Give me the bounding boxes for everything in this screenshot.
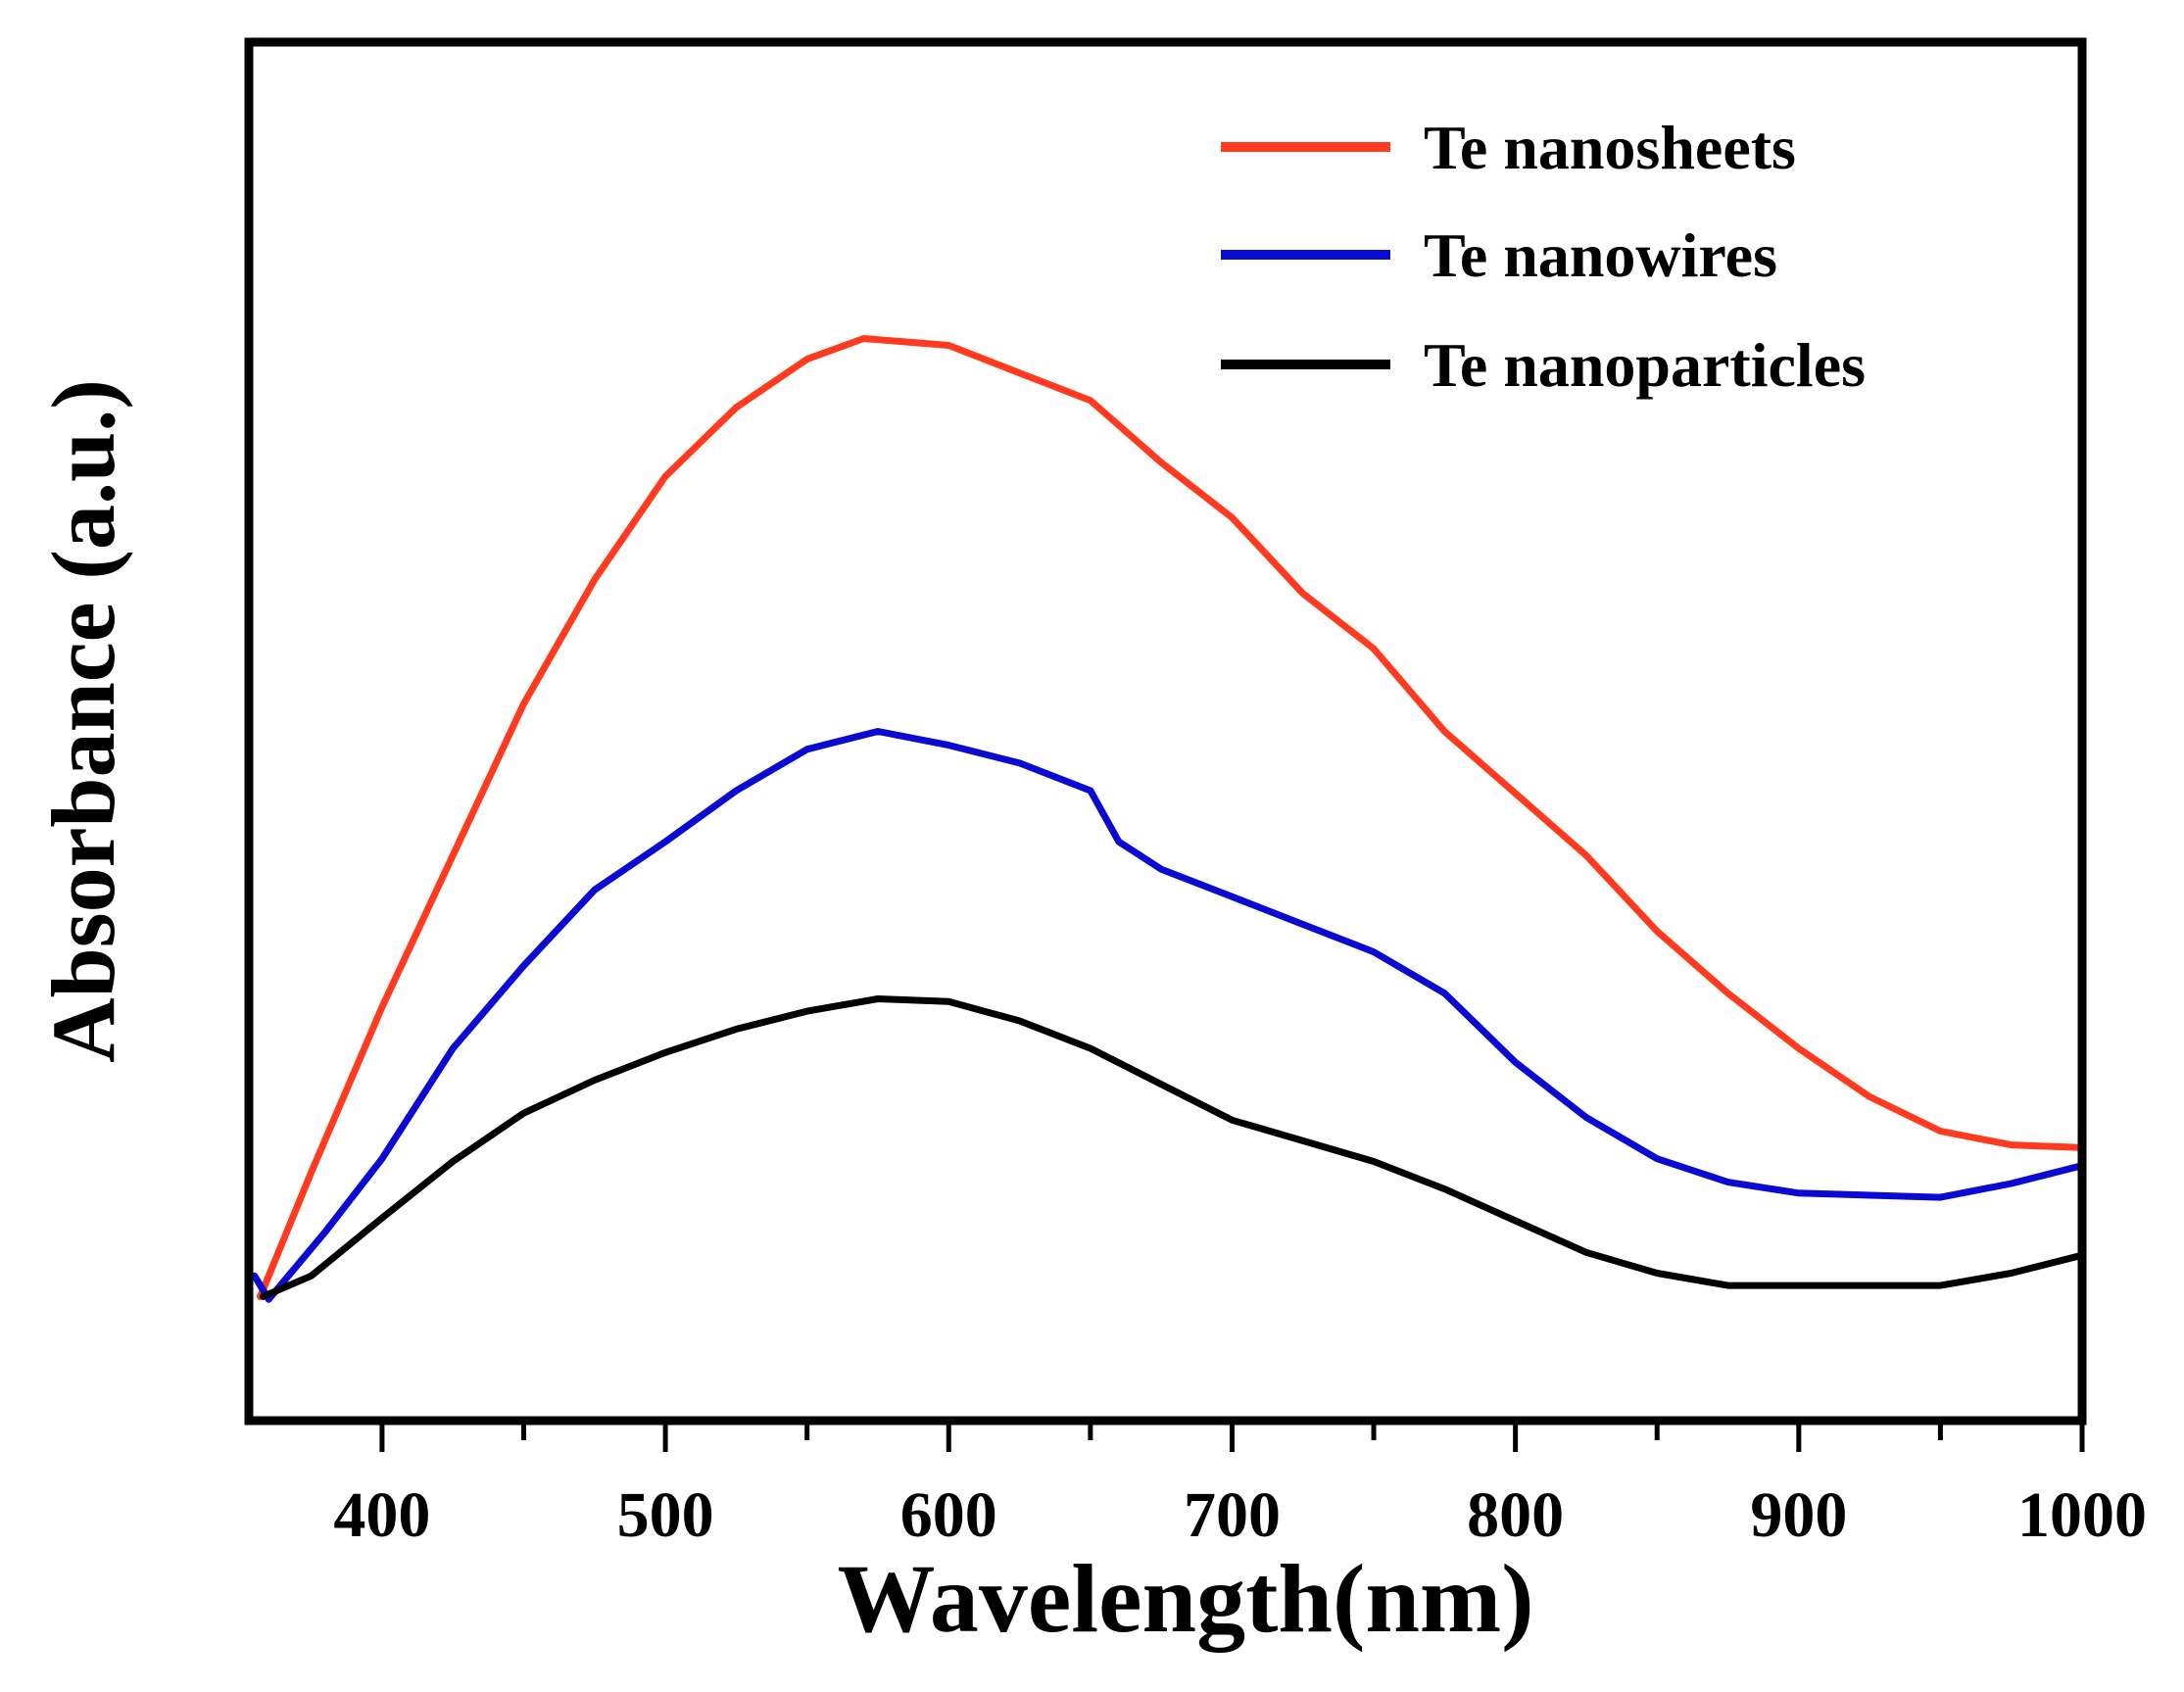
x-tick-label: 400: [333, 1479, 430, 1551]
x-tick-label: 700: [1184, 1479, 1281, 1551]
legend-label-1: Te nanowires: [1424, 220, 1777, 290]
legend-label-0: Te nanosheets: [1424, 113, 1796, 182]
legend: Te nanosheets Te nanowires Te nanoparticle…: [1221, 113, 1866, 400]
x-tick-label: 500: [617, 1479, 714, 1551]
x-ticks: 400 500 600 700 800 900 1000: [333, 1421, 2147, 1551]
series-layer: [251, 335, 2086, 1303]
series-line-1: [251, 728, 2086, 1303]
x-tick-label: 1000: [2017, 1479, 2147, 1551]
series-line-2: [260, 995, 2086, 1300]
x-axis-title: Wavelength(nm): [837, 1544, 1533, 1653]
x-tick-label: 600: [900, 1479, 997, 1551]
x-tick-label: 900: [1750, 1479, 1847, 1551]
x-tick-label: 800: [1467, 1479, 1564, 1551]
series-line-0: [257, 335, 2086, 1300]
y-axis-title: Absorbance (a.u.): [33, 379, 133, 1063]
plot-frame: [244, 37, 2087, 1426]
legend-label-2: Te nanoparticles: [1424, 330, 1866, 400]
